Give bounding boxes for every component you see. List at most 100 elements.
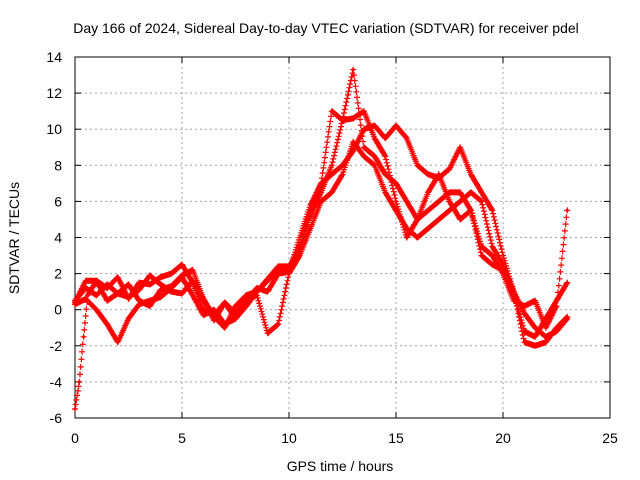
data-point <box>565 315 569 319</box>
data-point <box>212 308 216 312</box>
data-point <box>533 344 537 348</box>
data-point <box>565 208 569 212</box>
data-point <box>480 245 484 249</box>
data-point <box>212 319 216 323</box>
data-point <box>458 145 462 149</box>
data-point <box>308 226 312 230</box>
data-point <box>426 208 430 212</box>
series-track-4 <box>72 108 571 331</box>
data-point <box>105 282 109 286</box>
data-point <box>137 299 141 303</box>
y-ticks: -6 -4 -2 0 2 4 6 8 10 12 14 <box>46 49 610 426</box>
data-point <box>426 190 430 194</box>
data-point <box>234 311 237 315</box>
data-point <box>362 154 366 158</box>
data-point <box>127 282 130 286</box>
x-tick-label: 0 <box>71 430 79 446</box>
data-point <box>159 282 163 286</box>
data-point <box>244 293 248 297</box>
data-point <box>383 154 387 158</box>
x-tick-label: 10 <box>281 430 297 446</box>
data-point <box>201 297 205 301</box>
data-point <box>169 290 173 294</box>
data-point <box>137 288 141 292</box>
data-point <box>394 124 398 128</box>
data-point <box>127 295 130 299</box>
data-point <box>73 300 77 304</box>
data-point <box>201 313 205 317</box>
data-point <box>116 291 120 295</box>
data-point <box>191 293 195 297</box>
data-point <box>437 199 441 203</box>
x-axis-label: GPS time / hours <box>287 458 394 474</box>
data-point <box>490 208 494 212</box>
data-point <box>105 322 109 326</box>
data-point <box>458 199 462 203</box>
data-point <box>426 226 430 230</box>
data-point <box>298 236 302 239</box>
data-point <box>180 291 184 295</box>
data-point <box>544 326 548 330</box>
data-point <box>555 326 558 330</box>
data-point <box>298 250 302 254</box>
data-point <box>437 217 441 221</box>
data-point <box>373 124 377 128</box>
data-point <box>533 326 537 330</box>
data-point <box>373 136 377 140</box>
data-point <box>127 317 130 321</box>
data-point <box>415 163 419 167</box>
data-point <box>276 264 280 268</box>
data-point <box>266 277 270 281</box>
data-point <box>148 273 152 277</box>
data-point <box>458 190 462 194</box>
data-point <box>490 263 494 267</box>
data-point <box>319 199 323 203</box>
data-point <box>244 299 248 303</box>
data-point <box>458 217 462 221</box>
data-point <box>77 380 81 384</box>
data-point <box>330 163 334 167</box>
data-point <box>351 116 355 120</box>
data-point <box>308 203 312 207</box>
data-point <box>469 208 473 212</box>
data-point <box>351 68 355 72</box>
y-tick-label: 2 <box>54 266 62 282</box>
data-point <box>383 172 387 176</box>
y-tick-label: 6 <box>54 193 62 209</box>
data-point <box>405 136 409 140</box>
data-point <box>480 254 484 258</box>
data-point <box>234 304 237 308</box>
y-tick-label: 4 <box>54 230 62 246</box>
data-point <box>276 272 280 276</box>
data-point <box>148 304 152 308</box>
data-point <box>191 279 195 283</box>
data-point <box>255 286 259 290</box>
data-point <box>490 245 494 249</box>
data-point <box>351 149 355 153</box>
data-point <box>501 254 505 258</box>
x-tick-label: 25 <box>602 430 618 446</box>
data-point <box>116 275 120 279</box>
data-point <box>448 199 451 203</box>
y-axis-label: SDTVAR / TECUs <box>6 182 22 294</box>
y-tick-label: 14 <box>46 49 62 65</box>
data-point <box>373 154 377 158</box>
data-point <box>383 136 387 140</box>
data-point <box>105 299 109 303</box>
y-tick-label: -6 <box>50 410 63 426</box>
data-point <box>148 282 152 286</box>
y-tick-label: 12 <box>46 85 62 101</box>
data-point <box>522 329 526 333</box>
data-point <box>137 281 141 285</box>
data-point <box>159 275 163 279</box>
data-point <box>84 279 88 283</box>
data-point <box>94 308 98 312</box>
data-point <box>544 340 548 344</box>
y-tick-label: -2 <box>50 338 63 354</box>
data-point <box>437 172 441 176</box>
data-point <box>512 299 516 303</box>
data-point <box>169 284 173 288</box>
data-point <box>405 199 409 203</box>
data-point <box>169 272 173 276</box>
